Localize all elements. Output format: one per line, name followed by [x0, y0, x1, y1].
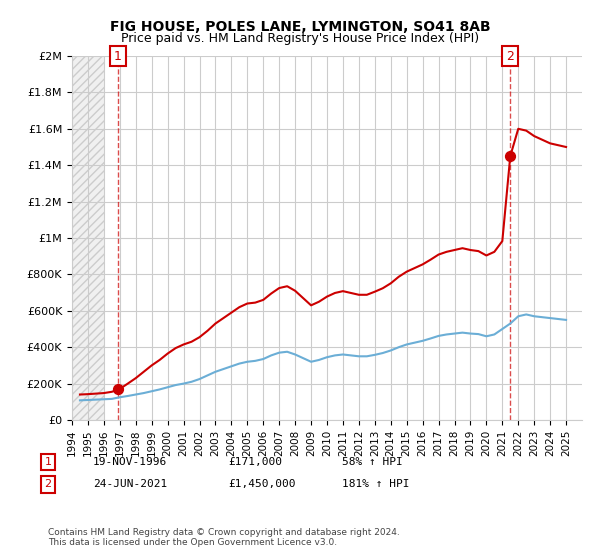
- Text: 24-JUN-2021: 24-JUN-2021: [93, 479, 167, 489]
- Text: 2: 2: [506, 49, 514, 63]
- Text: £1,450,000: £1,450,000: [228, 479, 296, 489]
- Bar: [72, 56, 104, 420]
- Text: Contains HM Land Registry data © Crown copyright and database right 2024.
This d: Contains HM Land Registry data © Crown c…: [48, 528, 400, 547]
- Text: 19-NOV-1996: 19-NOV-1996: [93, 457, 167, 467]
- Text: 58% ↑ HPI: 58% ↑ HPI: [342, 457, 403, 467]
- Text: 1: 1: [44, 457, 52, 467]
- Text: 2: 2: [44, 479, 52, 489]
- Text: FIG HOUSE, POLES LANE, LYMINGTON, SO41 8AB: FIG HOUSE, POLES LANE, LYMINGTON, SO41 8…: [110, 20, 490, 34]
- Text: 1: 1: [114, 49, 122, 63]
- Text: £171,000: £171,000: [228, 457, 282, 467]
- Text: Price paid vs. HM Land Registry's House Price Index (HPI): Price paid vs. HM Land Registry's House …: [121, 32, 479, 45]
- Point: [113, 384, 123, 393]
- Text: 181% ↑ HPI: 181% ↑ HPI: [342, 479, 409, 489]
- Point: [505, 152, 515, 161]
